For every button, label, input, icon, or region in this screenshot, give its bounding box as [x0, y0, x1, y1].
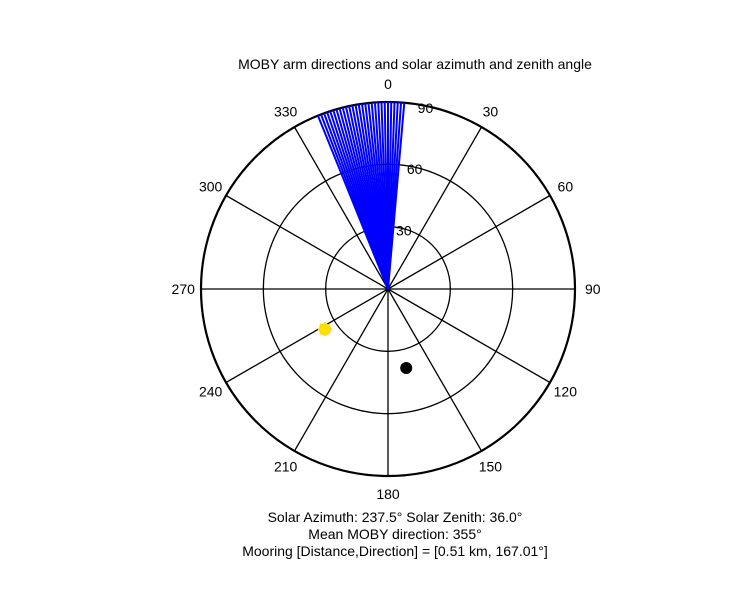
sun-ray-7	[327, 323, 331, 328]
spoke-330	[293, 126, 389, 290]
moby-arm-5	[387, 102, 406, 290]
spoke-120	[387, 288, 551, 384]
theta-tick-30: 30	[483, 104, 499, 120]
spoke-30	[387, 126, 483, 290]
theta-tick-90: 90	[585, 281, 601, 297]
theta-tick-60: 60	[558, 179, 574, 195]
r-tick-60: 60	[407, 161, 423, 177]
tick-labels: 0 30 60 90 120 150 180 210 240 270 300 330 30 60 90	[172, 76, 601, 502]
spoke-300	[225, 194, 389, 290]
theta-tick-270: 270	[172, 281, 196, 297]
theta-tick-330: 330	[274, 104, 298, 120]
theta-tick-240: 240	[199, 383, 223, 399]
solar-caption: Solar Azimuth: 237.5° Solar Zenith: 36.0…	[267, 509, 523, 525]
polar-grid	[199, 100, 577, 478]
r-tick-30: 30	[396, 223, 412, 239]
spoke-210	[293, 288, 389, 452]
mooring-marker	[400, 361, 413, 374]
theta-tick-0: 0	[384, 76, 392, 92]
spoke-150	[387, 288, 483, 452]
spoke-60	[387, 194, 551, 290]
sun-ray-5	[319, 323, 323, 328]
data-layer	[317, 102, 413, 374]
sun-ray-3	[319, 331, 323, 335]
theta-tick-300: 300	[199, 179, 223, 195]
r-tick-90: 90	[418, 100, 434, 116]
theta-tick-120: 120	[554, 383, 578, 399]
moby-direction-caption: Mean MOBY direction: 355°	[308, 526, 482, 542]
theta-tick-210: 210	[274, 458, 298, 474]
theta-tick-150: 150	[479, 458, 503, 474]
spoke-240	[225, 288, 389, 384]
theta-tick-180: 180	[376, 486, 400, 502]
mooring-caption: Mooring [Distance,Direction] = [0.51 km,…	[242, 543, 548, 559]
chart-title: MOBY arm directions and solar azimuth an…	[238, 56, 592, 72]
sun-ray-1	[327, 331, 331, 335]
